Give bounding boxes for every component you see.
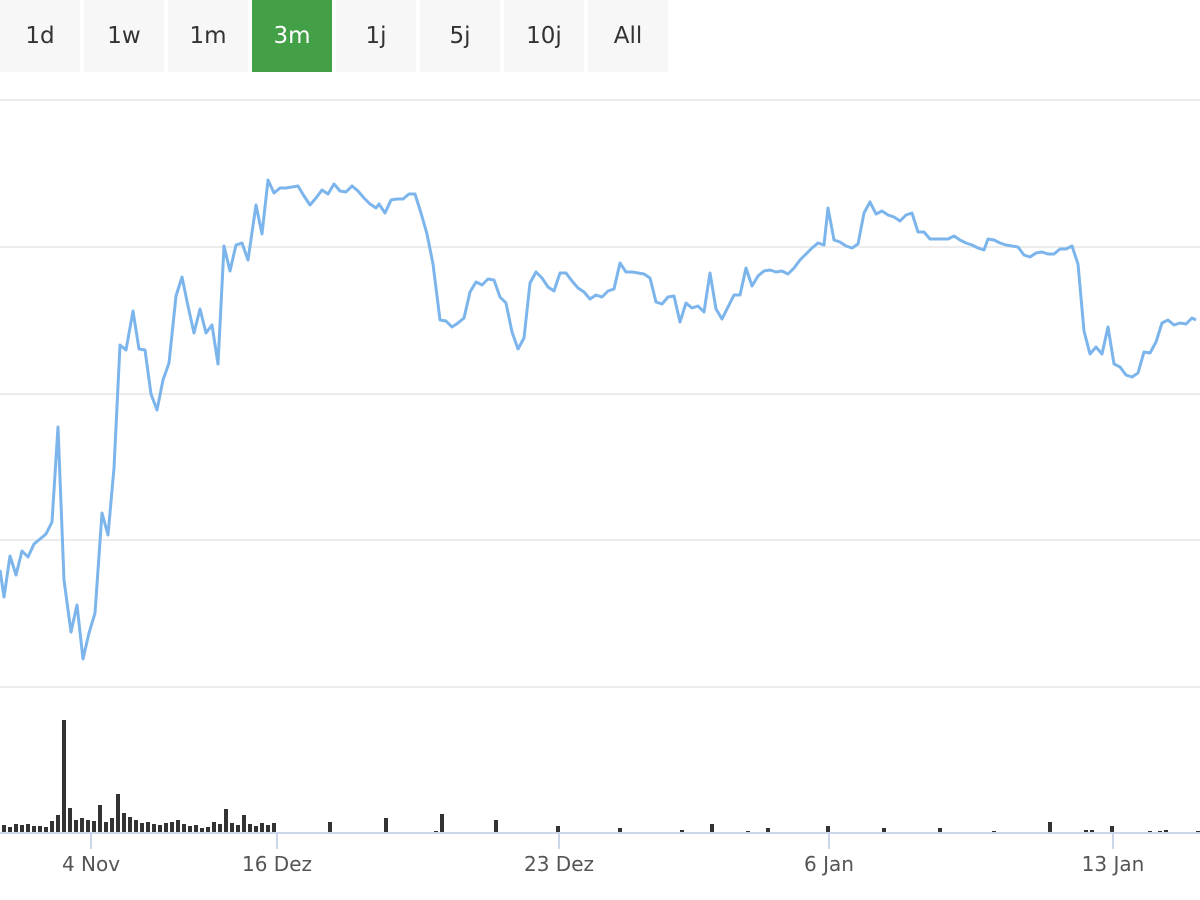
volume-bar	[20, 825, 24, 833]
volume-bar	[826, 826, 830, 833]
volume-bar	[128, 817, 132, 833]
volume-bar	[384, 818, 388, 833]
x-tick-label: 23 Dez	[524, 852, 594, 876]
volume-bar	[152, 824, 156, 833]
volume-bar	[194, 825, 198, 833]
volume-bar	[218, 824, 222, 833]
volume-bar	[938, 828, 942, 833]
volume-bar	[710, 824, 714, 833]
volume-bar	[254, 826, 258, 833]
volume-bar	[182, 824, 186, 833]
volume-bar	[212, 822, 216, 833]
x-tick-label: 6 Jan	[804, 852, 854, 876]
volume-bar	[176, 820, 180, 833]
volume-bar	[170, 822, 174, 833]
volume-bar	[230, 823, 234, 833]
x-tick-label: 13 Jan	[1082, 852, 1145, 876]
volume-bar	[1164, 830, 1168, 833]
volume-bar	[266, 825, 270, 833]
volume-bar	[618, 828, 622, 833]
volume-bar	[766, 828, 770, 833]
volume-bar	[146, 822, 150, 833]
volume-bar	[680, 830, 684, 833]
volume-bar	[80, 818, 84, 833]
x-tick-label: 4 Nov	[62, 852, 120, 876]
volume-bar	[44, 827, 48, 833]
volume-bar	[116, 794, 120, 833]
volume-bar	[98, 805, 102, 833]
volume-bar	[134, 820, 138, 833]
volume-bar	[50, 821, 54, 833]
range-button[interactable]: 1m	[168, 0, 248, 72]
range-button[interactable]: 3m	[252, 0, 332, 72]
volume-bar	[260, 823, 264, 833]
volume-bar	[248, 824, 252, 833]
volume-bar	[2, 825, 6, 833]
volume-bar	[1084, 830, 1088, 833]
volume-bar	[8, 827, 12, 833]
volume-bar	[68, 808, 72, 833]
volume-bar	[32, 826, 36, 833]
volume-bar	[494, 820, 498, 833]
range-button[interactable]: 1d	[0, 0, 80, 72]
x-tick-label: 16 Dez	[242, 852, 312, 876]
volume-bar	[236, 825, 240, 833]
volume-bar	[74, 820, 78, 833]
volume-bar	[188, 826, 192, 833]
volume-bar	[62, 720, 66, 833]
volume-bar	[1090, 830, 1094, 833]
volume-bar	[86, 820, 90, 833]
volume-bar	[206, 827, 210, 833]
volume-bar	[122, 813, 126, 833]
volume-bar	[104, 822, 108, 833]
volume-bar	[26, 824, 30, 833]
range-button[interactable]: 10j	[504, 0, 584, 72]
volume-bar	[56, 815, 60, 833]
volume-bar	[882, 828, 886, 833]
range-button[interactable]: 1j	[336, 0, 416, 72]
volume-bar	[140, 823, 144, 833]
volume-bar	[328, 822, 332, 833]
range-button[interactable]: 5j	[420, 0, 500, 72]
volume-bar	[110, 818, 114, 833]
volume-bar	[1048, 822, 1052, 833]
volume-bar	[440, 814, 444, 833]
volume-bar	[224, 809, 228, 833]
volume-bar	[556, 826, 560, 833]
volume-bar	[38, 826, 42, 833]
range-button[interactable]: 1w	[84, 0, 164, 72]
range-button[interactable]: All	[588, 0, 668, 72]
volume-bar	[242, 815, 246, 833]
volume-bar	[92, 821, 96, 833]
price-line	[0, 178, 1197, 661]
volume-bar	[158, 825, 162, 833]
volume-bar	[164, 823, 168, 833]
volume-bar	[14, 824, 18, 833]
volume-bar	[272, 823, 276, 833]
volume-bar	[1110, 826, 1114, 833]
volume-bar	[200, 828, 204, 833]
